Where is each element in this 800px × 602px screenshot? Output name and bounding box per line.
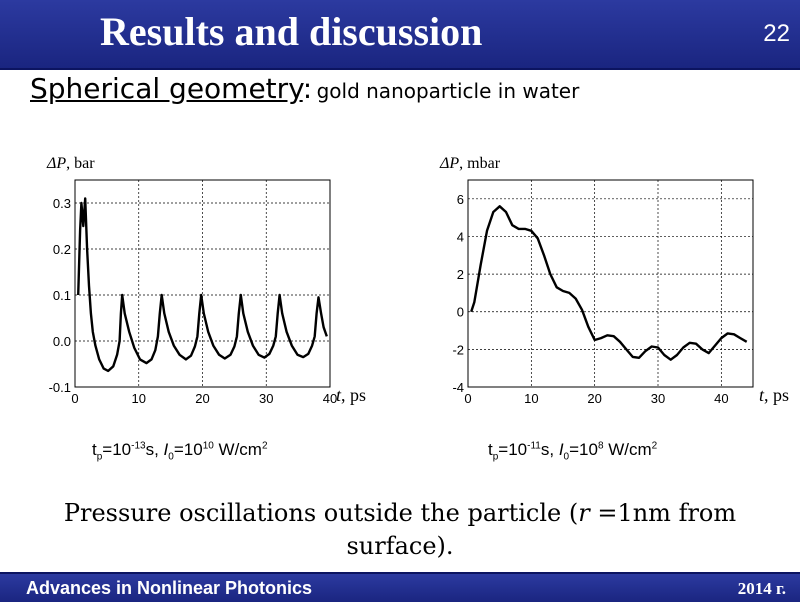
caption-unit1: s, <box>145 440 164 459</box>
footer-bar: Advances in Nonlinear Photonics 2014 г. <box>0 572 800 602</box>
series-line <box>77 197 328 373</box>
x-tick-label: 40 <box>323 391 337 406</box>
caption-exp1: -11 <box>527 440 541 452</box>
y-axis-unit: , mbar <box>459 155 501 172</box>
y-tick-label: 6 <box>457 192 464 207</box>
x-tick-label: 30 <box>651 391 665 406</box>
conclusion-part-a: Pressure oscillations outside the partic… <box>63 499 579 527</box>
x-axis-unit: , ps <box>341 385 366 405</box>
x-axis-label: t, ps <box>336 385 366 405</box>
x-axis-symbol: t <box>336 385 342 405</box>
slide-number: 22 <box>763 20 790 47</box>
caption-eq2: =10 <box>569 440 598 459</box>
x-tick-label: 20 <box>195 391 209 406</box>
caption-exp2: 10 <box>202 440 214 452</box>
subtitle-main: Spherical geometry <box>30 72 303 105</box>
y-tick-label: 4 <box>457 229 464 244</box>
caption-left: tp=10-13s, I0=1010 W/cm2 <box>92 440 268 462</box>
caption-i: I <box>163 440 169 459</box>
y-tick-label: -0.1 <box>49 380 71 395</box>
conclusion-text: Pressure oscillations outside the partic… <box>40 497 760 563</box>
x-tick-label: 10 <box>524 391 538 406</box>
x-tick-label: 30 <box>259 391 273 406</box>
caption-sq: 2 <box>261 440 268 452</box>
y-tick-label: 0.2 <box>53 242 71 257</box>
caption-eq2: =10 <box>173 440 203 459</box>
caption-right: tp=10-11s, I0=108 W/cm2 <box>488 440 657 462</box>
series-line <box>470 205 748 361</box>
x-tick-label: 0 <box>71 391 78 406</box>
footer-year: 2014 г. <box>737 579 786 598</box>
conclusion-r: r <box>578 499 590 527</box>
caption-t: t <box>488 440 493 459</box>
y-tick-label: 0.3 <box>53 196 71 211</box>
caption-zero: 0 <box>168 451 174 463</box>
plot-frame <box>74 179 331 388</box>
caption-exp1: -13 <box>131 440 146 452</box>
subtitle: Spherical geometry: gold nanoparticle in… <box>30 74 590 109</box>
subtitle-rest: gold nanoparticle in water <box>316 79 580 103</box>
chart-left: 0 10 20 30 40 -0.1 0.0 0.1 0.2 0.3 ΔP, bar t, ps <box>46 155 366 406</box>
caption-unit2: W/cm <box>603 440 652 459</box>
title-bar: Results and discussion 22 <box>0 0 800 70</box>
conclusion-part-b: =1nm from surface). <box>346 499 737 560</box>
y-axis-symbol: ΔP <box>439 155 459 172</box>
caption-t: t <box>92 440 97 459</box>
slide-title: Results and discussion <box>100 9 483 54</box>
x-tick-label: 20 <box>587 391 601 406</box>
chart-right: 0 10 20 30 40 -4 -2 0 2 4 6 ΔP, mbar t, ps <box>439 155 789 406</box>
caption-eq1: =10 <box>102 440 132 459</box>
y-tick-label: 0.0 <box>53 334 71 349</box>
x-tick-label: 40 <box>714 391 728 406</box>
caption-unit1: s, <box>540 440 559 459</box>
x-axis-symbol: t <box>759 385 765 405</box>
caption-exp2: 8 <box>597 440 604 452</box>
x-axis-label: t, ps <box>759 385 789 405</box>
footer-conference: Advances in Nonlinear Photonics <box>26 578 313 598</box>
caption-p: p <box>492 451 499 463</box>
y-tick-label: -2 <box>452 342 464 357</box>
y-axis-label: ΔP, mbar <box>439 155 501 172</box>
caption-zero: 0 <box>563 451 570 463</box>
caption-i: I <box>558 440 564 459</box>
y-tick-label: 2 <box>457 267 464 282</box>
plot-frame <box>467 179 754 388</box>
y-axis-label: ΔP, bar <box>46 155 95 172</box>
y-axis-unit: , bar <box>66 155 95 172</box>
caption-unit2: W/cm <box>213 440 262 459</box>
caption-sq: 2 <box>651 440 658 452</box>
caption-p: p <box>96 451 103 463</box>
y-tick-label: -4 <box>452 380 464 395</box>
x-tick-label: 10 <box>132 391 146 406</box>
subtitle-colon: : <box>302 72 313 105</box>
caption-eq1: =10 <box>498 440 528 459</box>
y-axis-symbol: ΔP <box>46 155 66 172</box>
x-tick-label: 0 <box>464 391 471 406</box>
y-tick-label: 0 <box>457 305 464 320</box>
y-tick-label: 0.1 <box>53 288 71 303</box>
x-axis-unit: , ps <box>764 385 789 405</box>
